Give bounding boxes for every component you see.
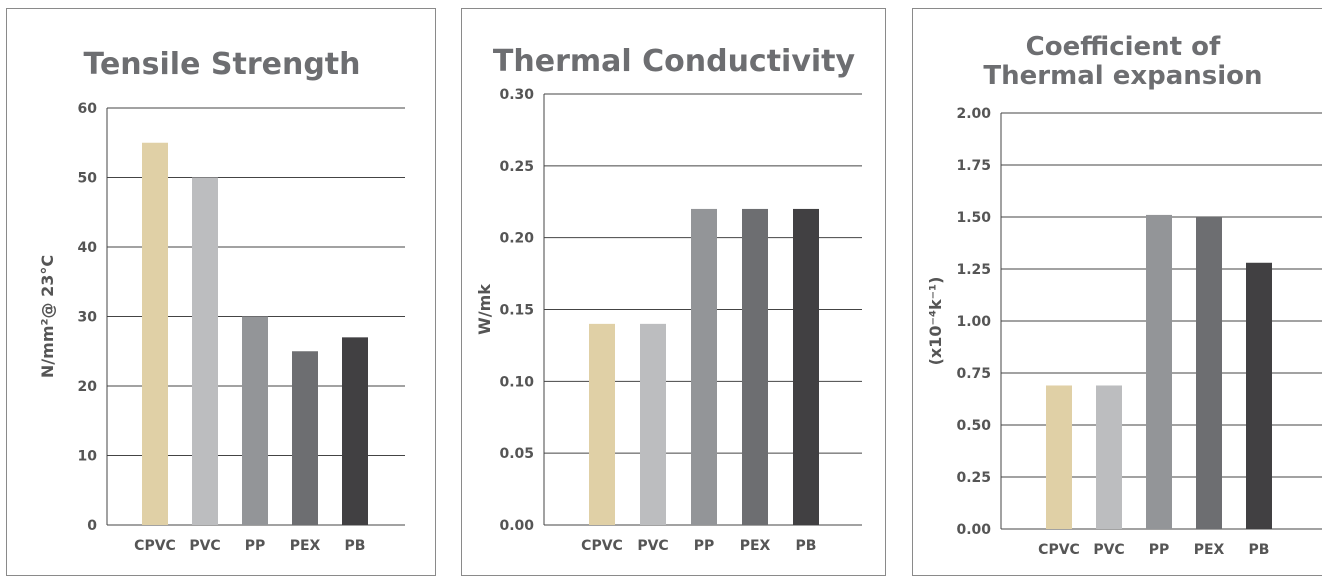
tensile-strength-bar-pp <box>242 316 268 525</box>
thermal-expansion-y-axis-label: (x10⁻⁴k⁻¹) <box>926 277 945 366</box>
thermal-conductivity-y-tick-label: 0.00 <box>499 518 534 534</box>
thermal-expansion-y-tick-label: 1.00 <box>956 314 991 330</box>
thermal-conductivity-bar-pex <box>742 208 768 525</box>
tensile-strength-bar-pex <box>292 351 318 525</box>
thermal-expansion-y-tick-label: 0.00 <box>956 522 991 538</box>
thermal-conductivity-bar-pb <box>793 208 819 525</box>
thermal-conductivity-category-label: PB <box>796 538 817 554</box>
thermal-expansion-bar-pex <box>1196 217 1222 529</box>
thermal-expansion-bar-cpvc <box>1046 385 1072 529</box>
thermal-conductivity-bar-pvc <box>640 323 666 525</box>
thermal-conductivity-category-label: PVC <box>637 538 668 554</box>
thermal-expansion-y-tick-label: 2.00 <box>956 106 991 122</box>
thermal-conductivity-y-tick-label: 0.15 <box>499 303 534 319</box>
tensile-strength-category-label: PVC <box>189 538 220 554</box>
tensile-strength-title-line-0: Tensile Strength <box>83 47 360 82</box>
tensile-strength-category-label: PP <box>245 538 266 554</box>
thermal-expansion-y-tick-label: 0.50 <box>956 418 991 434</box>
tensile-strength-y-axis-label: N/mm²@ 23°C <box>38 255 57 378</box>
thermal-conductivity-y-tick-label: 0.20 <box>499 231 534 247</box>
tensile-strength-y-tick-label: 20 <box>78 379 98 395</box>
thermal-expansion-title-line-1: Thermal expansion <box>983 61 1262 91</box>
thermal-conductivity-y-tick-label: 0.30 <box>499 87 534 103</box>
thermal-conductivity-y-axis-label: W/mk <box>475 284 494 335</box>
tensile-strength-y-tick-label: 50 <box>78 171 98 187</box>
thermal-expansion-bar-pvc <box>1096 385 1122 529</box>
thermal-expansion-y-tick-label: 0.75 <box>956 366 991 382</box>
thermal-expansion-category-label: PVC <box>1093 542 1124 558</box>
thermal-conductivity-panel: Thermal Conductivity 0.00 0.05 0.10 0.15 0.20… <box>461 8 886 576</box>
thermal-expansion-category-label: PB <box>1249 542 1270 558</box>
thermal-conductivity-chart: Thermal Conductivity 0.00 0.05 0.10 0.15 0.20… <box>475 44 862 554</box>
tensile-strength-chart: Tensile Strength 0 10 20 30 40 50 60 N/mm²@ 23°C… <box>38 47 405 554</box>
tensile-strength-y-tick-label: 10 <box>78 449 98 465</box>
tensile-strength-category-label: CPVC <box>134 538 176 554</box>
thermal-expansion-category-label: PP <box>1149 542 1170 558</box>
thermal-conductivity-category-label: PEX <box>740 538 771 554</box>
thermal-conductivity-category-label: PP <box>694 538 715 554</box>
thermal-expansion-y-tick-label: 0.25 <box>956 470 991 486</box>
tensile-strength-category-label: PEX <box>290 538 321 554</box>
tensile-strength-category-label: PB <box>345 538 366 554</box>
thermal-expansion-title-line-0: Coefficient of <box>1026 32 1221 62</box>
tensile-strength-y-tick-label: 40 <box>78 240 98 256</box>
tensile-strength-bar-pvc <box>192 177 218 525</box>
thermal-conductivity-category-label: CPVC <box>581 538 623 554</box>
thermal-expansion-category-label: PEX <box>1194 542 1225 558</box>
tensile-strength-bar-pb <box>342 337 368 525</box>
thermal-expansion-y-tick-label: 1.75 <box>956 158 991 174</box>
thermal-conductivity-y-tick-label: 0.05 <box>499 446 534 462</box>
thermal-expansion-panel: Coefficient of Thermal expansion 0.00 0.25 0… <box>912 8 1322 576</box>
thermal-expansion-y-tick-label: 1.50 <box>956 210 991 226</box>
thermal-conductivity-bar-pp <box>691 208 717 525</box>
thermal-conductivity-y-tick-label: 0.10 <box>499 374 534 390</box>
thermal-expansion-y-tick-label: 1.25 <box>956 262 991 278</box>
thermal-conductivity-title-line-0: Thermal Conductivity <box>493 44 856 79</box>
thermal-expansion-bar-pb <box>1246 262 1272 529</box>
tensile-strength-y-tick-label: 60 <box>78 101 98 117</box>
thermal-conductivity-bar-cpvc <box>589 323 615 525</box>
thermal-expansion-category-label: CPVC <box>1038 542 1080 558</box>
tensile-strength-y-tick-label: 30 <box>78 310 98 326</box>
tensile-strength-bar-cpvc <box>142 142 168 525</box>
thermal-expansion-bar-pp <box>1146 214 1172 530</box>
tensile-strength-panel: Tensile Strength 0 10 20 30 40 50 60 N/mm²@ 23°C… <box>6 8 436 576</box>
tensile-strength-y-tick-label: 0 <box>87 518 97 534</box>
thermal-conductivity-y-tick-label: 0.25 <box>499 159 534 175</box>
